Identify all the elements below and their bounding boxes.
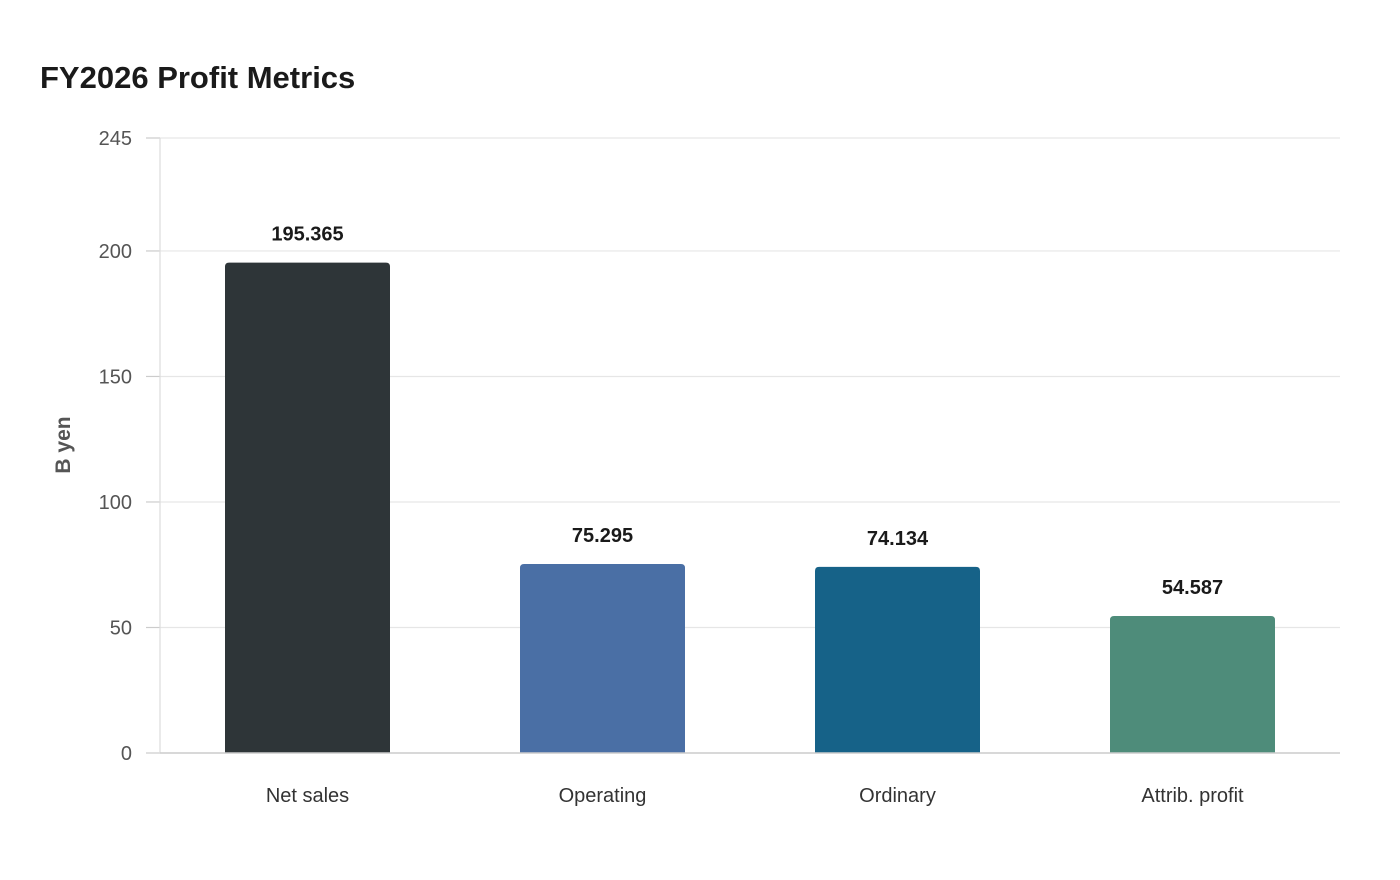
x-category-label: Operating <box>559 785 647 807</box>
x-category-label: Ordinary <box>859 785 936 807</box>
y-tick-label: 100 <box>99 492 132 514</box>
bar <box>225 262 390 753</box>
y-tick-label: 50 <box>110 617 132 639</box>
bar-value-label: 74.134 <box>867 528 929 550</box>
y-axis-title: B yen <box>52 416 75 473</box>
bar <box>815 566 980 753</box>
bar-value-label: 195.365 <box>271 224 343 246</box>
bar-value-label: 54.587 <box>1162 577 1223 599</box>
axes <box>146 137 1340 754</box>
y-tick-label: 245 <box>99 128 132 150</box>
bar-value-label: 75.295 <box>572 525 633 547</box>
y-tick-label: 150 <box>99 366 132 388</box>
bars <box>225 262 1275 753</box>
labels: 0 50 100 150 200 245 195.365 Net sales 75.295 Ope… <box>99 128 1244 807</box>
x-category-label: Net sales <box>266 785 349 807</box>
chart-title: FY2026 Profit Metrics <box>40 60 356 95</box>
bar <box>520 563 685 753</box>
x-category-label: Attrib. profit <box>1141 785 1244 807</box>
bar <box>1110 615 1275 753</box>
y-tick-label: 200 <box>99 241 132 263</box>
y-tick-label: 0 <box>121 743 132 765</box>
